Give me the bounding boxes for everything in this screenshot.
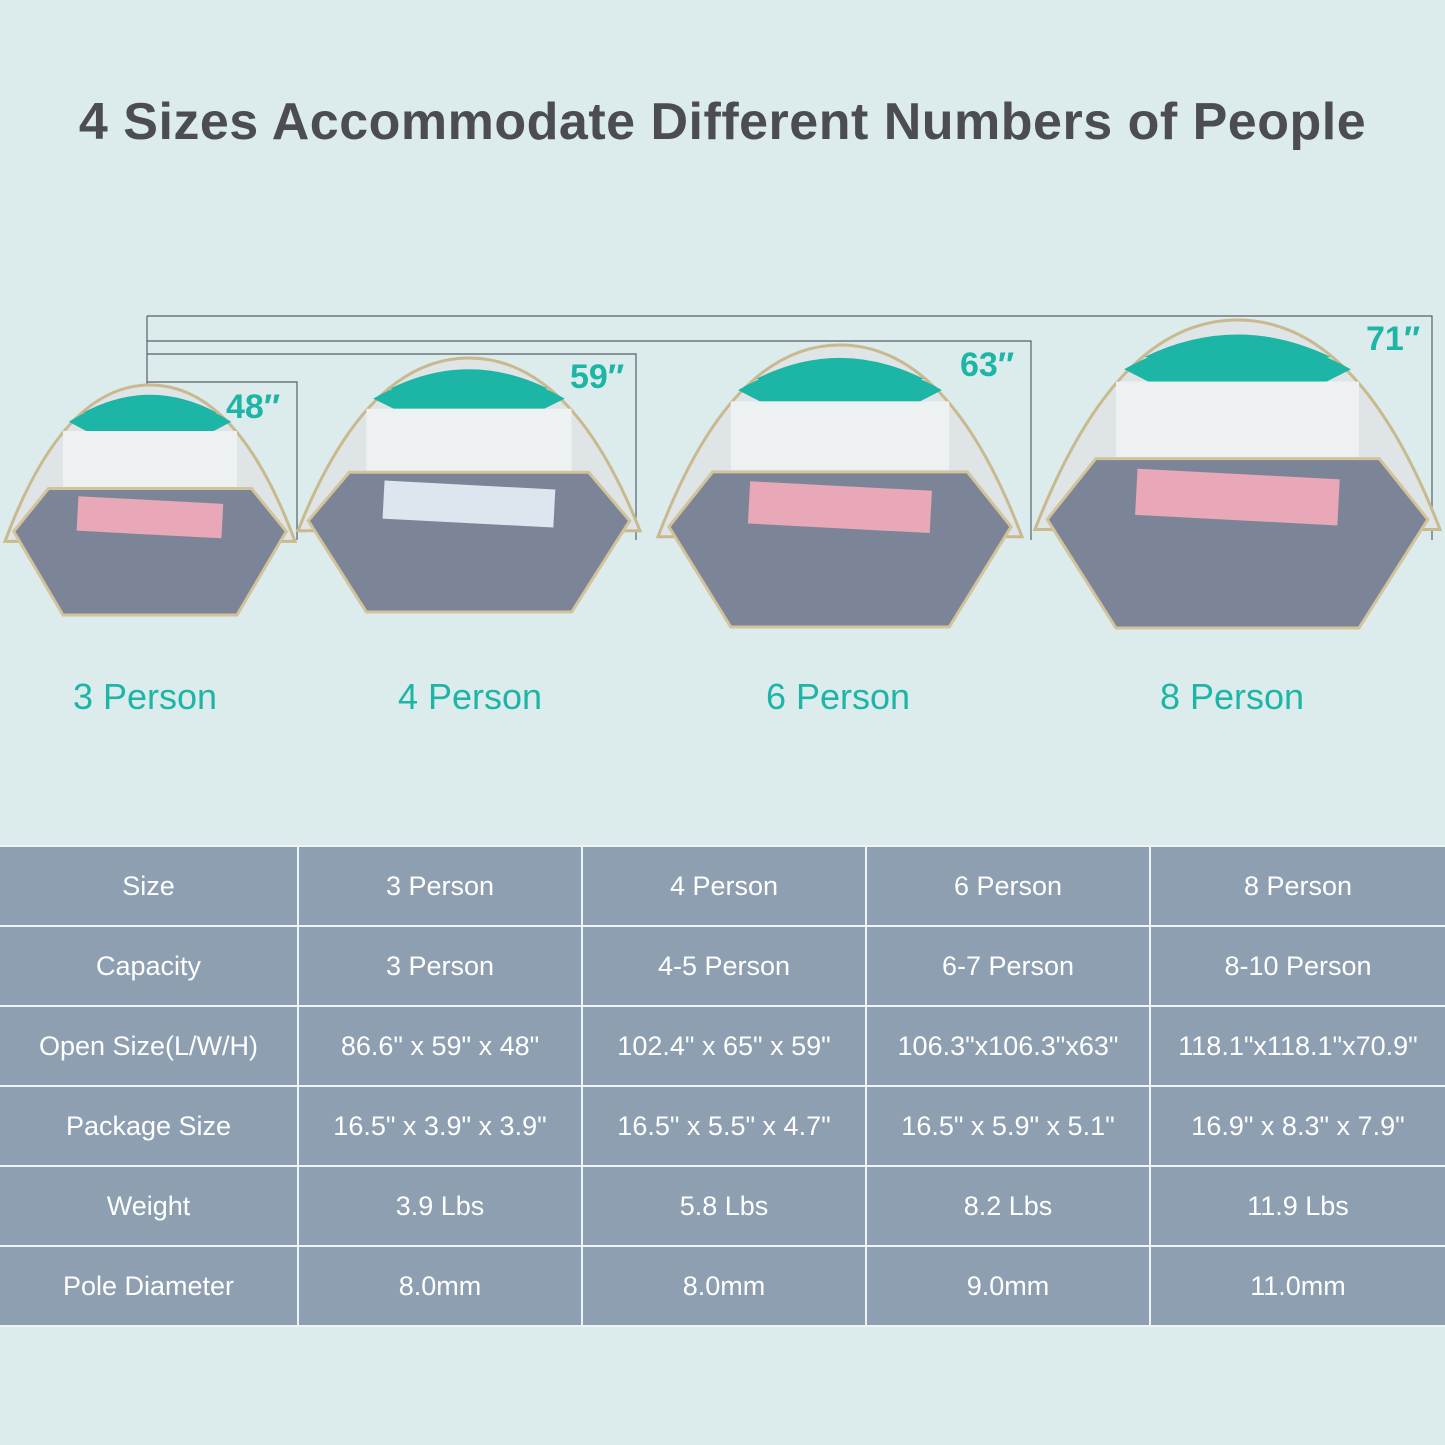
table-cell: 16.9" x 8.3" x 7.9" (1149, 1085, 1445, 1167)
table-cell: 9.0mm (865, 1245, 1151, 1327)
tent-canopy-band (373, 371, 565, 409)
picnic-blanket (76, 496, 224, 539)
table-cell: 86.6" x 59" x 48" (297, 1005, 583, 1087)
tent-canopy-band (1124, 337, 1351, 382)
size-label-4p: 4 Person (397, 676, 543, 717)
table-cell: 102.4" x 65" x 59" (581, 1005, 867, 1087)
row-header: Package Size (0, 1085, 299, 1167)
tent-canopy-band (68, 396, 232, 431)
height-label-4p: 59″ (570, 358, 625, 396)
tent-back-wall (1116, 381, 1359, 459)
size-label-8p: 8 Person (1159, 676, 1305, 717)
table-cell: 16.5" x 5.9" x 5.1" (865, 1085, 1151, 1167)
height-label-3p: 48″ (226, 388, 281, 426)
table-cell: 16.5" x 5.5" x 4.7" (581, 1085, 867, 1167)
row-header: Size (0, 845, 299, 927)
table-cell: 6-7 Person (865, 925, 1151, 1007)
table-cell: 8 Person (1149, 845, 1445, 927)
height-bracket-line (147, 340, 1032, 540)
picnic-blanket (747, 481, 932, 534)
table-cell: 8.2 Lbs (865, 1165, 1151, 1247)
row-header: Weight (0, 1165, 299, 1247)
height-label-6p: 63″ (960, 346, 1015, 384)
table-cell: 6 Person (865, 845, 1151, 927)
table-row: Weight 3.9 Lbs 5.8 Lbs 8.2 Lbs 11.9 Lbs (0, 1165, 1445, 1247)
table-row: Pole Diameter 8.0mm 8.0mm 9.0mm 11.0mm (0, 1245, 1445, 1327)
table-cell: 11.0mm (1149, 1245, 1445, 1327)
tent-back-wall (63, 431, 237, 489)
page-title: 4 Sizes Accommodate Different Numbers of… (78, 93, 1367, 151)
table-cell: 3.9 Lbs (297, 1165, 583, 1247)
table-cell: 3 Person (297, 925, 583, 1007)
size-label-6p: 6 Person (765, 676, 911, 717)
table-cell: 4-5 Person (581, 925, 867, 1007)
table-cell: 118.1"x118.1"x70.9" (1149, 1005, 1445, 1087)
table-cell: 4 Person (581, 845, 867, 927)
height-bracket-line (147, 381, 298, 540)
size-label-3p: 3 Person (72, 676, 218, 717)
height-label-8p: 71″ (1366, 320, 1421, 358)
tent-back-wall (366, 408, 572, 473)
table-cell: 8.0mm (581, 1245, 867, 1327)
table-cell: 106.3"x106.3"x63" (865, 1005, 1151, 1087)
picnic-blanket (382, 480, 556, 528)
row-header: Pole Diameter (0, 1245, 299, 1327)
table-row: Package Size 16.5" x 3.9" x 3.9" 16.5" x 5… (0, 1085, 1445, 1167)
height-bracket-line (147, 353, 637, 540)
table-row: Capacity 3 Person 4-5 Person 6-7 Person 8-10… (0, 925, 1445, 1007)
table-cell: 8-10 Person (1149, 925, 1445, 1007)
picnic-blanket (1135, 468, 1340, 526)
table-row: Open Size(L/W/H) 86.6" x 59" x 48" 102.4" … (0, 1005, 1445, 1087)
tent-canopy-band (738, 360, 942, 402)
row-header: Capacity (0, 925, 299, 1007)
table-cell: 8.0mm (297, 1245, 583, 1327)
tent-back-wall (730, 401, 950, 472)
spec-table: Size 3 Person 4 Person 6 Person 8 Person Capa… (0, 845, 1445, 1327)
row-header: Open Size(L/W/H) (0, 1005, 299, 1087)
table-row: Size 3 Person 4 Person 6 Person 8 Person (0, 845, 1445, 927)
tent-illustrations (2, 315, 1443, 630)
height-bracket-line (147, 315, 1433, 540)
table-cell: 16.5" x 3.9" x 3.9" (297, 1085, 583, 1167)
table-cell: 3 Person (297, 845, 583, 927)
table-cell: 11.9 Lbs (1149, 1165, 1445, 1247)
table-cell: 5.8 Lbs (581, 1165, 867, 1247)
